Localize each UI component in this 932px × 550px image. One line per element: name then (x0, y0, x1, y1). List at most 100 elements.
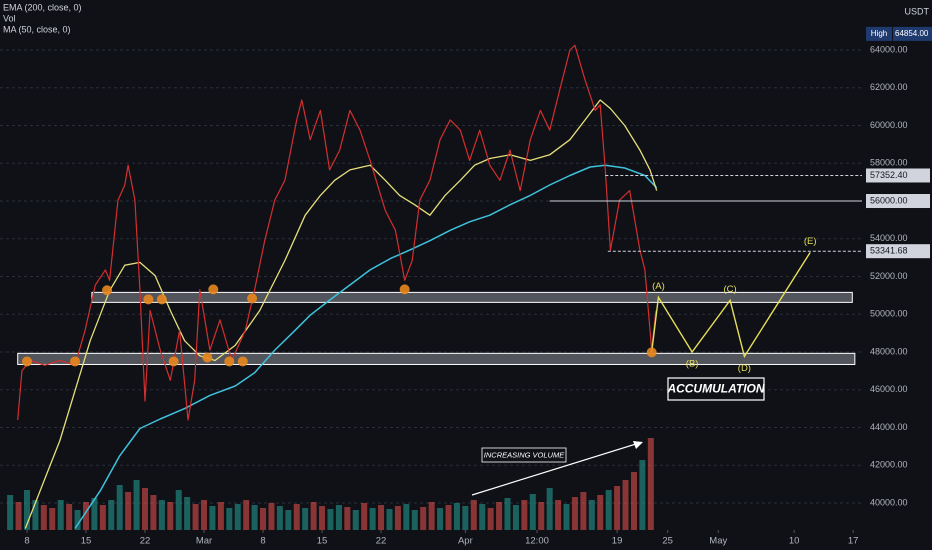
y-tick-label: 50000.00 (870, 309, 908, 319)
level-label: 53341.68 (870, 246, 908, 256)
volume-bar (420, 507, 427, 530)
volume-bar (614, 486, 621, 530)
y-tick-label: 46000.00 (870, 384, 908, 394)
x-tick-label: 17 (848, 536, 859, 547)
volume-bar (521, 500, 528, 530)
x-tick-label: Mar (196, 536, 212, 547)
volume-bar (394, 506, 401, 530)
volume-bar (529, 494, 536, 530)
volume-bar (201, 500, 208, 530)
arrow-line (471, 443, 637, 496)
volume-bar (335, 505, 342, 530)
y-tick-label: 58000.00 (870, 158, 908, 168)
volume-bar (99, 505, 106, 530)
wave-path (651, 252, 811, 359)
volume-bar (108, 500, 115, 530)
level-tag-box (866, 26, 892, 41)
volume-bar (82, 502, 89, 530)
volume-bar (462, 506, 469, 530)
level-label: 64854.00 (895, 29, 929, 38)
x-tick-label: 15 (81, 536, 92, 547)
volume-bar (605, 490, 612, 530)
volume-bar (150, 495, 157, 530)
volume-bar (234, 504, 241, 530)
volume-bar (563, 504, 570, 530)
volume-bar (597, 495, 604, 530)
volume-bar (411, 510, 418, 530)
volume-bar (158, 500, 165, 530)
volume-bar (74, 510, 81, 530)
x-tick-label: 22 (140, 536, 151, 547)
y-tick-label: 42000.00 (870, 460, 908, 470)
zones (17, 291, 856, 365)
touch-point (202, 352, 213, 363)
volume-bar (276, 506, 283, 530)
volume-bar (437, 508, 444, 530)
volume-bar (209, 506, 216, 530)
axes: 40000.00 42000.00 44000.00 46000.00 48000.00… (24, 26, 932, 547)
touch-point (646, 347, 657, 358)
volume-bar (23, 490, 30, 530)
volume-bar (243, 500, 250, 530)
level-box (866, 168, 930, 183)
volume-bar (7, 495, 14, 530)
level-label: 56000.00 (870, 195, 908, 205)
ma-line (24, 99, 658, 529)
x-tick-label: 8 (260, 536, 265, 547)
volume-bar (260, 508, 267, 530)
volume-bar (184, 497, 191, 530)
volume-bar (217, 502, 224, 530)
volume-bar (285, 510, 292, 530)
x-tick-label: 12:00 (525, 536, 549, 547)
level-box (893, 26, 932, 41)
volume-bar (538, 502, 545, 530)
touch-point (224, 356, 235, 367)
touch-point (156, 294, 167, 305)
volume-bar (470, 500, 477, 530)
x-tick-label: Apr (458, 536, 473, 547)
volume-bars (7, 438, 654, 530)
level-box (866, 194, 930, 209)
volume-annotation: INCREASING VOLUME (471, 441, 643, 496)
x-tick-label: 15 (317, 536, 328, 547)
volume-bar (293, 504, 300, 530)
x-tick-label: 22 (376, 536, 387, 547)
volume-bar (479, 504, 486, 530)
touch-point (399, 284, 410, 295)
volume-bar (175, 490, 182, 530)
annotation-text: ACCUMULATION (666, 382, 764, 396)
volume-bar (319, 506, 326, 530)
volume-bar (378, 505, 385, 530)
volume-bar (125, 492, 132, 530)
volume-bar (512, 505, 519, 530)
volume-bar (142, 488, 149, 530)
wave-label: (A) (652, 281, 665, 292)
y-tick-label: 44000.00 (870, 422, 908, 432)
touch-point (168, 356, 179, 367)
support-zone (17, 352, 856, 365)
touch-point (247, 293, 258, 304)
currency: USDT (905, 6, 930, 16)
y-tick-label: 52000.00 (870, 271, 908, 281)
volume-bar (302, 508, 309, 530)
annotation-box (481, 447, 567, 463)
level-label: 57352.40 (870, 170, 908, 180)
volume-bar (369, 508, 376, 530)
lines (17, 44, 862, 529)
touch-point (237, 356, 248, 367)
volume-bar (445, 505, 452, 530)
volume-bar (622, 480, 629, 530)
volume-bar (453, 503, 460, 530)
wave-label: (D) (738, 363, 751, 374)
legend-ma: MA (50, close, 0) (3, 24, 71, 34)
y-tick-label: 60000.00 (870, 120, 908, 130)
volume-bar (167, 502, 174, 530)
volume-bar (588, 500, 595, 530)
y-tick-label: 48000.00 (870, 346, 908, 356)
volume-bar (546, 488, 553, 530)
x-tick-label: 10 (789, 536, 800, 547)
legend-ema: EMA (200, close, 0) (3, 2, 82, 12)
y-tick-label: 54000.00 (870, 233, 908, 243)
volume-bar (192, 504, 199, 530)
